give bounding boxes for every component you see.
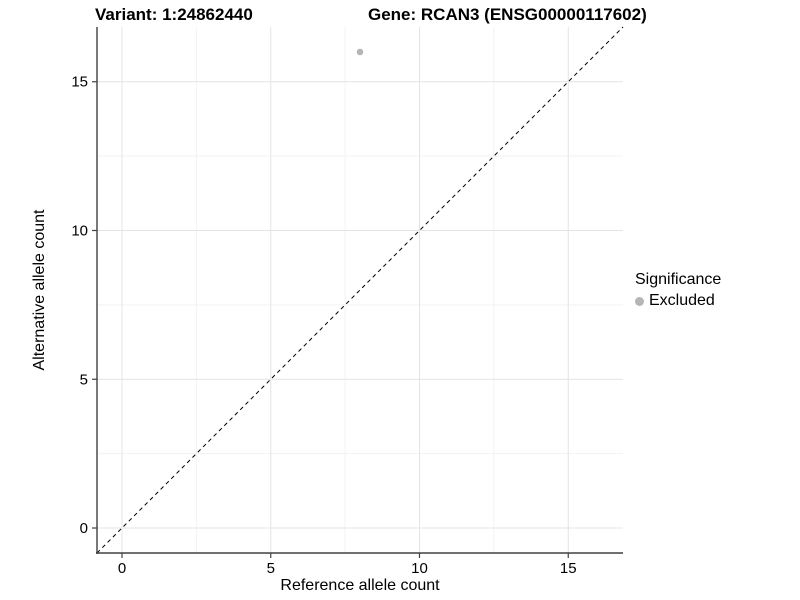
legend-entry-label: Excluded xyxy=(649,292,715,309)
major-gridlines xyxy=(97,27,623,553)
x-tick-label: 15 xyxy=(560,560,577,577)
x-tick-label: 5 xyxy=(267,560,275,577)
plot-title-variant: Variant: 1:24862440 xyxy=(95,5,253,24)
plot-title-gene: Gene: RCAN3 (ENSG00000117602) xyxy=(368,5,647,24)
legend-title: Significance xyxy=(635,271,722,288)
y-tick-label: 5 xyxy=(80,371,88,388)
axis-lines xyxy=(96,27,623,554)
y-tick-label: 15 xyxy=(71,74,88,91)
data-points xyxy=(356,48,364,56)
identity-reference-line xyxy=(96,26,624,554)
axis-ticks xyxy=(92,81,569,558)
y-tick-label: 10 xyxy=(71,222,88,239)
x-tick-label: 10 xyxy=(411,560,428,577)
axis-tick-labels: 0 5 10 15 0 5 10 15 xyxy=(71,74,576,577)
identity-line xyxy=(96,26,624,554)
minor-gridlines xyxy=(97,27,623,553)
data-point xyxy=(356,48,364,56)
x-axis-label: Reference allele count xyxy=(280,577,440,594)
legend: Significance Excluded xyxy=(635,271,721,310)
x-tick-label: 0 xyxy=(118,560,126,577)
legend-key-dot-icon xyxy=(635,296,644,306)
y-tick-label: 0 xyxy=(80,520,88,537)
legend-entry: Excluded xyxy=(635,292,721,310)
